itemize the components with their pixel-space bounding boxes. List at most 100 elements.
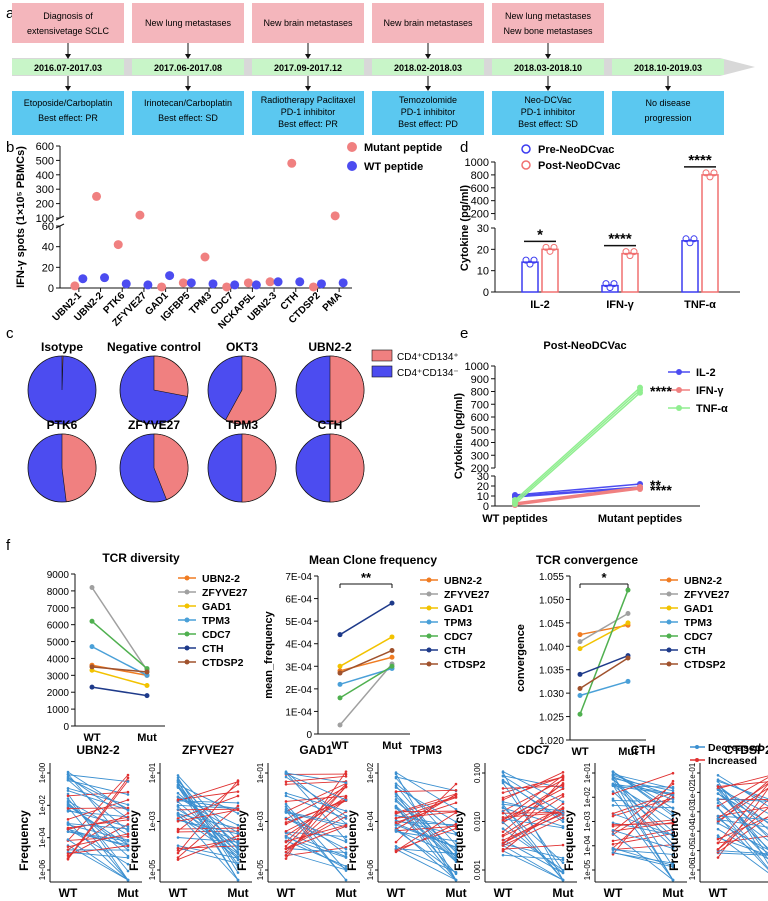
event-arrowhead (185, 54, 191, 59)
clone-line (67, 777, 129, 859)
series-point (577, 671, 583, 677)
series-line (91, 666, 148, 673)
y-axis-label: Frequency (562, 810, 576, 871)
clone-point (454, 796, 458, 799)
event-text: New brain metastases (263, 18, 353, 28)
pie-positive-slice (241, 433, 277, 503)
clone-point (66, 822, 70, 825)
treatment-arrowhead (545, 86, 551, 91)
pie-positive-slice (153, 433, 189, 501)
clone-point (236, 794, 240, 798)
clone-point (501, 844, 505, 847)
clone-point (66, 845, 70, 849)
clone-point (344, 867, 348, 871)
legend-label: CTDSP2 (444, 659, 486, 671)
clone-point (394, 840, 398, 844)
y-tick-label: 1e-01 (688, 762, 697, 783)
legend-label: GAD1 (202, 601, 231, 613)
clone-line (502, 822, 564, 874)
clone-point (344, 794, 348, 798)
pie-title: Isotype (41, 340, 83, 354)
clone-point (176, 776, 180, 780)
y-tick-label: 1e-05 (583, 859, 592, 880)
clone-line (502, 817, 564, 847)
clone-line (612, 804, 674, 809)
clone-point (671, 787, 675, 790)
clone-line (502, 854, 564, 861)
clone-point (671, 789, 675, 793)
clone-point (671, 861, 675, 865)
series-line (339, 656, 393, 672)
clone-line (502, 779, 564, 812)
clone-point (671, 822, 675, 825)
pre-point (610, 280, 618, 288)
x-tick-label: Mut (137, 732, 157, 744)
legend-label: CD4⁺CD134⁺ (397, 352, 459, 363)
clone-point (454, 852, 458, 856)
clone-point (66, 804, 70, 808)
period-box (12, 59, 124, 75)
clone-point (561, 871, 565, 875)
treatment-text: PD-1 inhibitor (521, 107, 576, 117)
y-tick-label: 4000 (47, 654, 70, 665)
wt-point (165, 271, 175, 281)
clone-line (395, 825, 457, 832)
y-tick-label: 1.020 (539, 736, 564, 747)
clone-line (717, 774, 768, 807)
series-line (579, 622, 629, 650)
clone-point (561, 800, 565, 804)
clone-point (236, 801, 240, 805)
clone-point (126, 809, 130, 812)
treatment-box (612, 91, 724, 135)
y-tick-label: 5E-04 (285, 617, 312, 628)
x-tick-label: TPM3 (187, 290, 214, 317)
series-line (339, 663, 393, 726)
clone-point (716, 848, 720, 851)
clone-point (176, 783, 180, 787)
clone-point (671, 806, 675, 810)
series-point (89, 684, 95, 690)
clone-line (612, 785, 674, 795)
x-tick-label: Mut (335, 886, 356, 900)
clone-point (454, 846, 458, 849)
clone-point (716, 856, 720, 859)
y-tick-label: 600 (471, 412, 489, 424)
clone-line (395, 824, 457, 848)
clone-line (285, 776, 347, 817)
clone-frequency-plots: DecreasedIncreasedUBN2-21e-061e-041e-021… (17, 742, 768, 900)
clone-point (716, 773, 720, 777)
clone-point (66, 797, 70, 800)
y-axis-label: mean_frequency (263, 610, 275, 698)
legend-label: TPM3 (202, 615, 230, 627)
y-tick-label: 1.040 (539, 642, 564, 653)
clone-point (501, 818, 505, 822)
clone-point (611, 842, 615, 846)
mutant-point (265, 277, 275, 287)
legend-label: WT peptide (364, 161, 423, 173)
clone-point (716, 817, 720, 820)
treatment-text: Etoposide/Carboplatin (24, 98, 113, 108)
post-point (622, 248, 630, 256)
clone-line (395, 787, 457, 823)
clone-line (285, 851, 347, 871)
significance-label: **** (608, 231, 632, 248)
legend-marker (695, 745, 699, 749)
clone-point (561, 868, 565, 872)
clone-point (66, 818, 70, 821)
treatment-text: No disease (645, 98, 690, 108)
clone-point (284, 834, 288, 838)
clone-point (66, 792, 70, 796)
clone-point (454, 827, 458, 830)
treatment-arrowhead (305, 86, 311, 91)
significance-label: **** (650, 383, 672, 399)
clone-point (284, 853, 288, 857)
clone-point (126, 776, 130, 780)
clone-line (285, 824, 347, 842)
clone-line (395, 828, 457, 851)
y-tick-label: 0 (48, 283, 54, 295)
clone-line (502, 788, 564, 821)
y-tick-label: 1000 (465, 361, 489, 373)
y-tick-label: 300 (471, 450, 489, 462)
series-line (514, 483, 641, 496)
clone-point (454, 871, 458, 875)
